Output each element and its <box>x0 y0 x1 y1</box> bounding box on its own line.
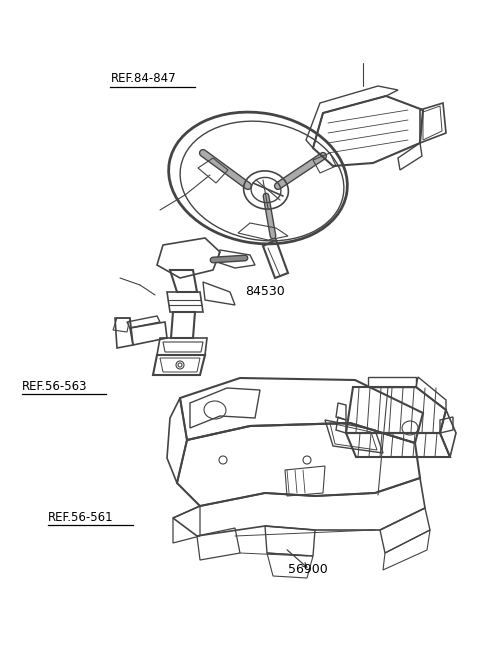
Text: 84530: 84530 <box>245 285 285 298</box>
Text: 56900: 56900 <box>288 563 328 576</box>
Text: REF.56-563: REF.56-563 <box>22 380 87 393</box>
Text: REF.56-561: REF.56-561 <box>48 511 114 524</box>
Text: REF.84-847: REF.84-847 <box>110 72 176 85</box>
